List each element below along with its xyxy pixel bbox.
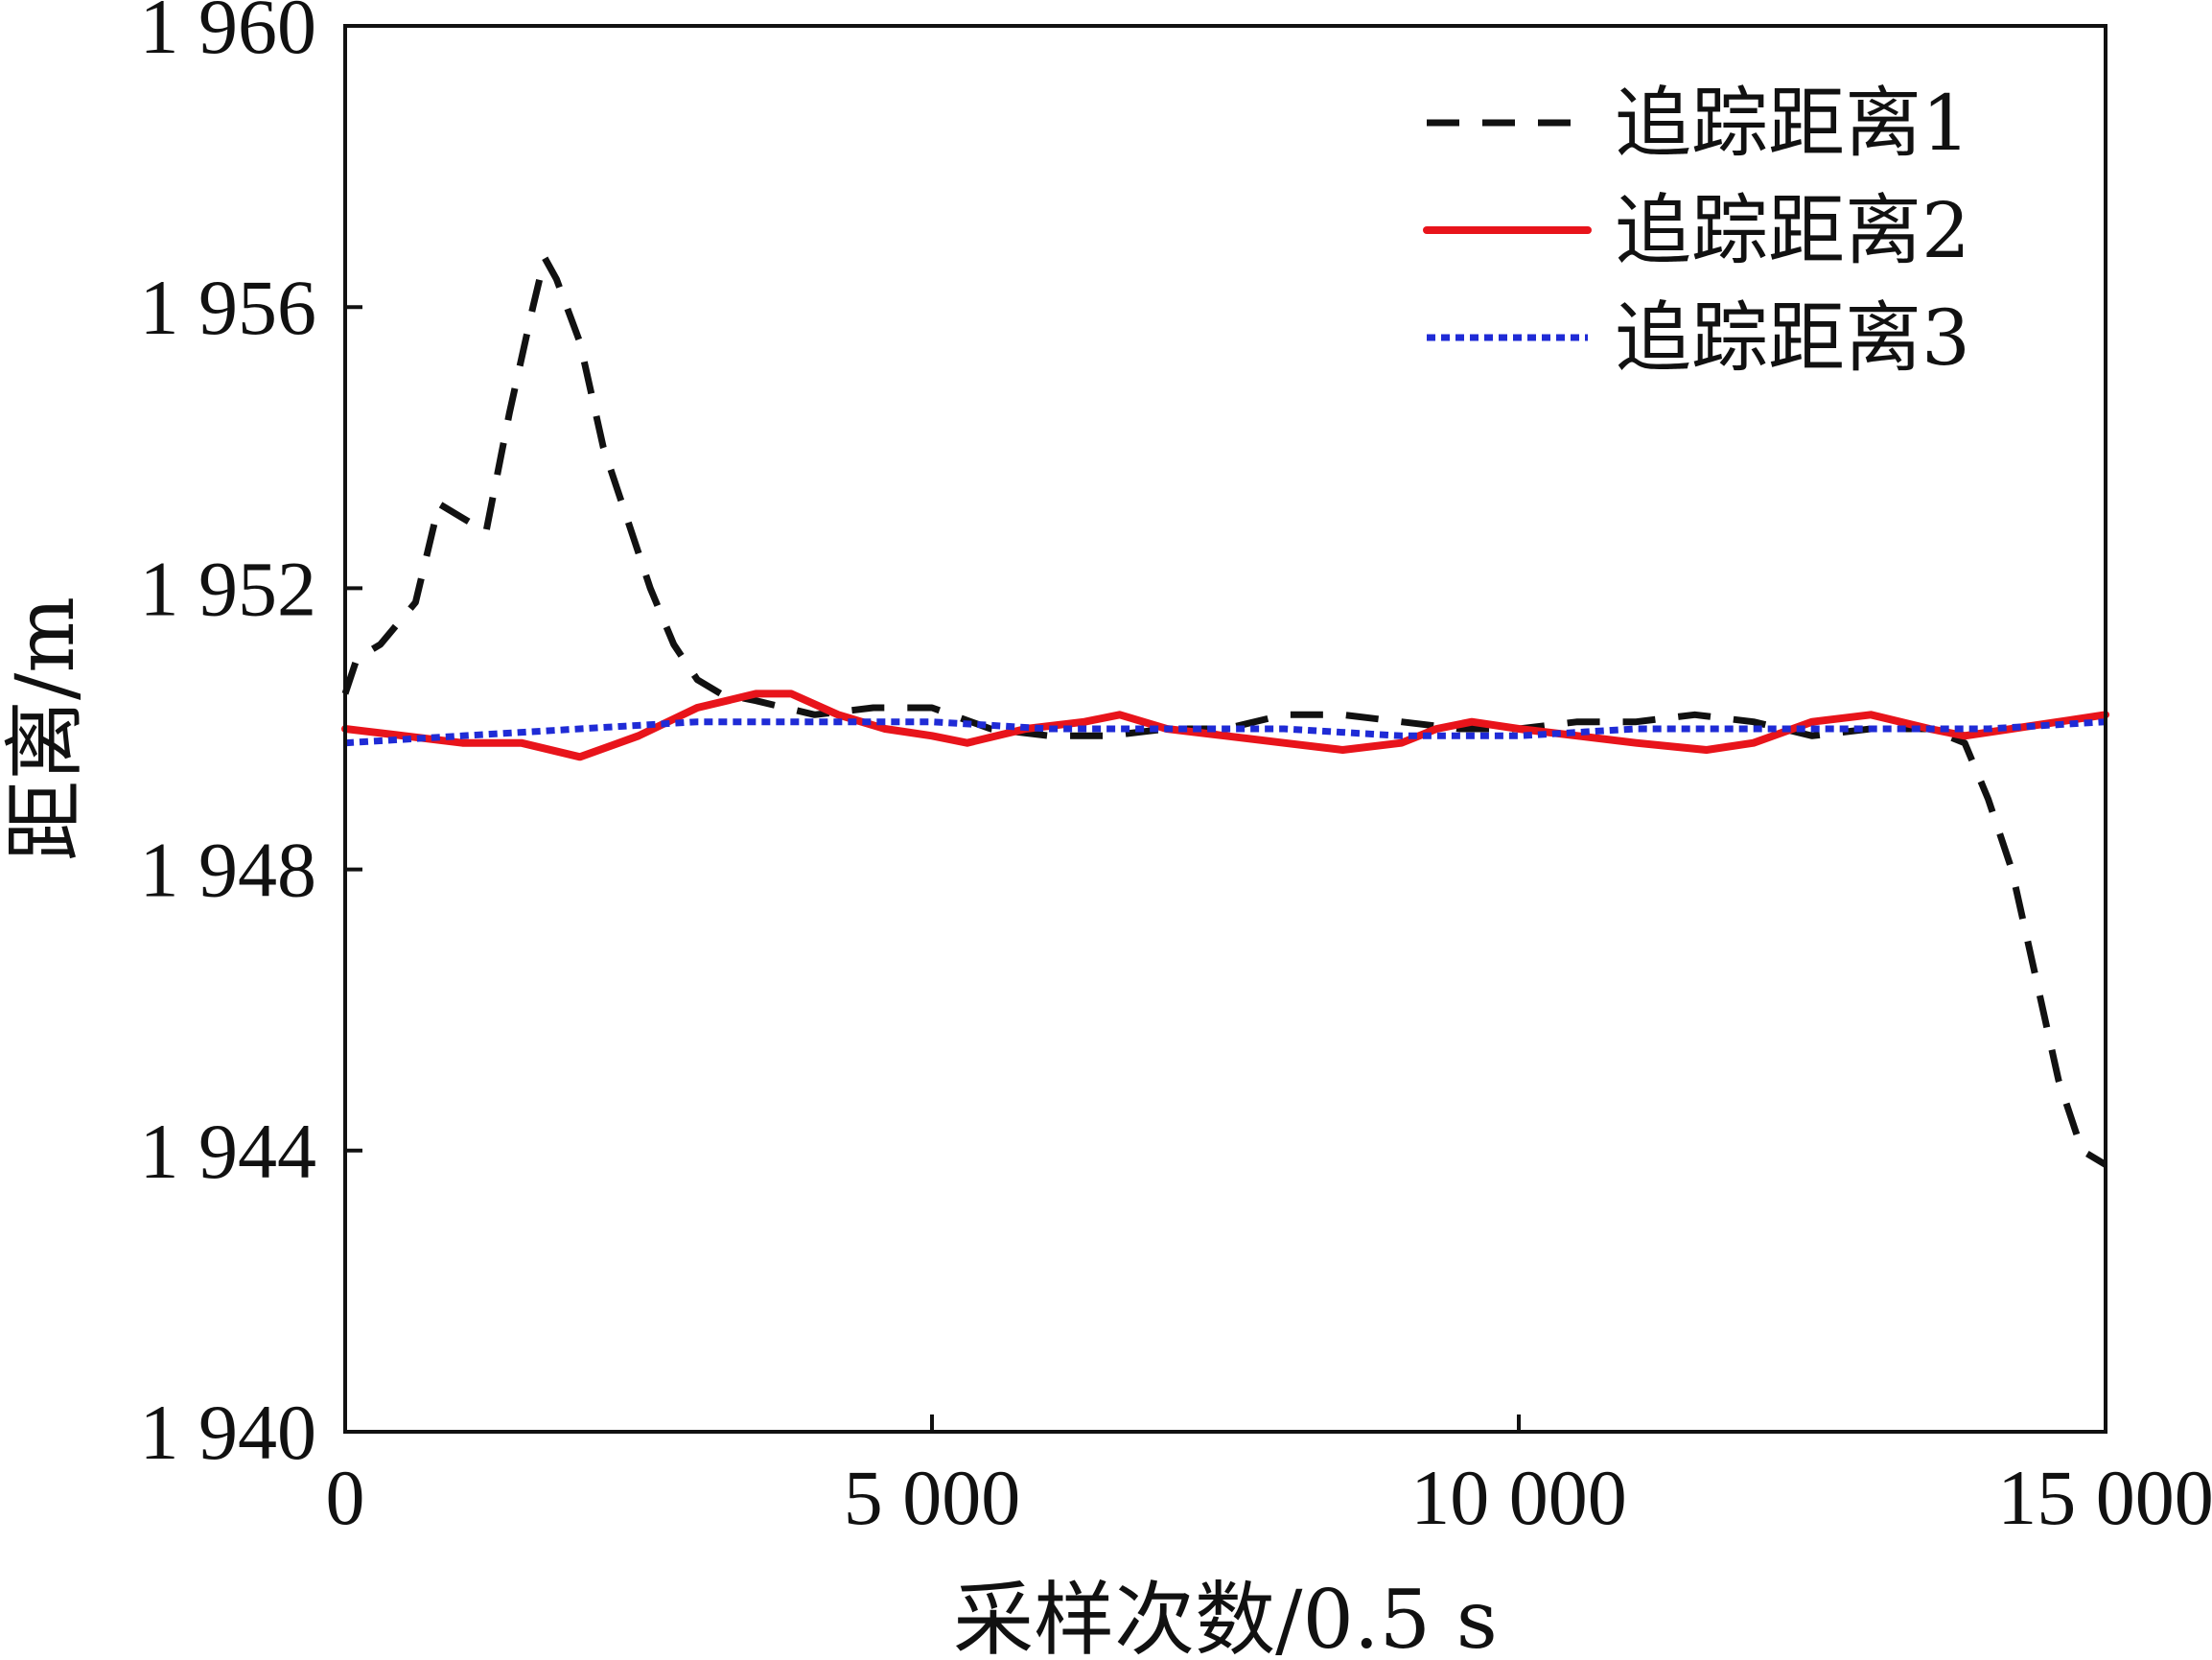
y-tick-label: 1 940 [140, 1389, 317, 1476]
y-tick-label: 1 956 [140, 264, 317, 351]
y-tick-label: 1 948 [140, 827, 317, 914]
series-layer [341, 254, 2109, 1168]
x-tick-label: 5 000 [844, 1454, 1021, 1541]
legend-label-2: 追踪距离2 [1615, 186, 1970, 275]
x-tick-label: 10 000 [1410, 1454, 1627, 1541]
plot-frame [343, 24, 2107, 1434]
y-tick-label: 1 952 [140, 545, 317, 632]
series-line-3 [344, 718, 2107, 747]
y-tick-label: 1 960 [140, 0, 317, 70]
legend-label-1: 追踪距离1 [1615, 79, 1970, 168]
y-tick-label: 1 944 [140, 1108, 317, 1195]
x-tick-label: 0 [326, 1454, 365, 1541]
x-axis-title: 采样次数/0.5 s [953, 1573, 1498, 1660]
legend: 追踪距离1 追踪距离2 追踪距离3 [1423, 79, 1970, 383]
x-tick-label: 15 000 [1997, 1454, 2212, 1541]
y-axis-title: 距离/m [0, 596, 92, 861]
series-line-2 [341, 690, 2109, 761]
ticks-layer: 0 5 000 10 000 15 000 1 940 1 944 1 948 1 952 1 … [140, 0, 2212, 1541]
legend-label-3: 追踪距离3 [1615, 293, 1970, 383]
